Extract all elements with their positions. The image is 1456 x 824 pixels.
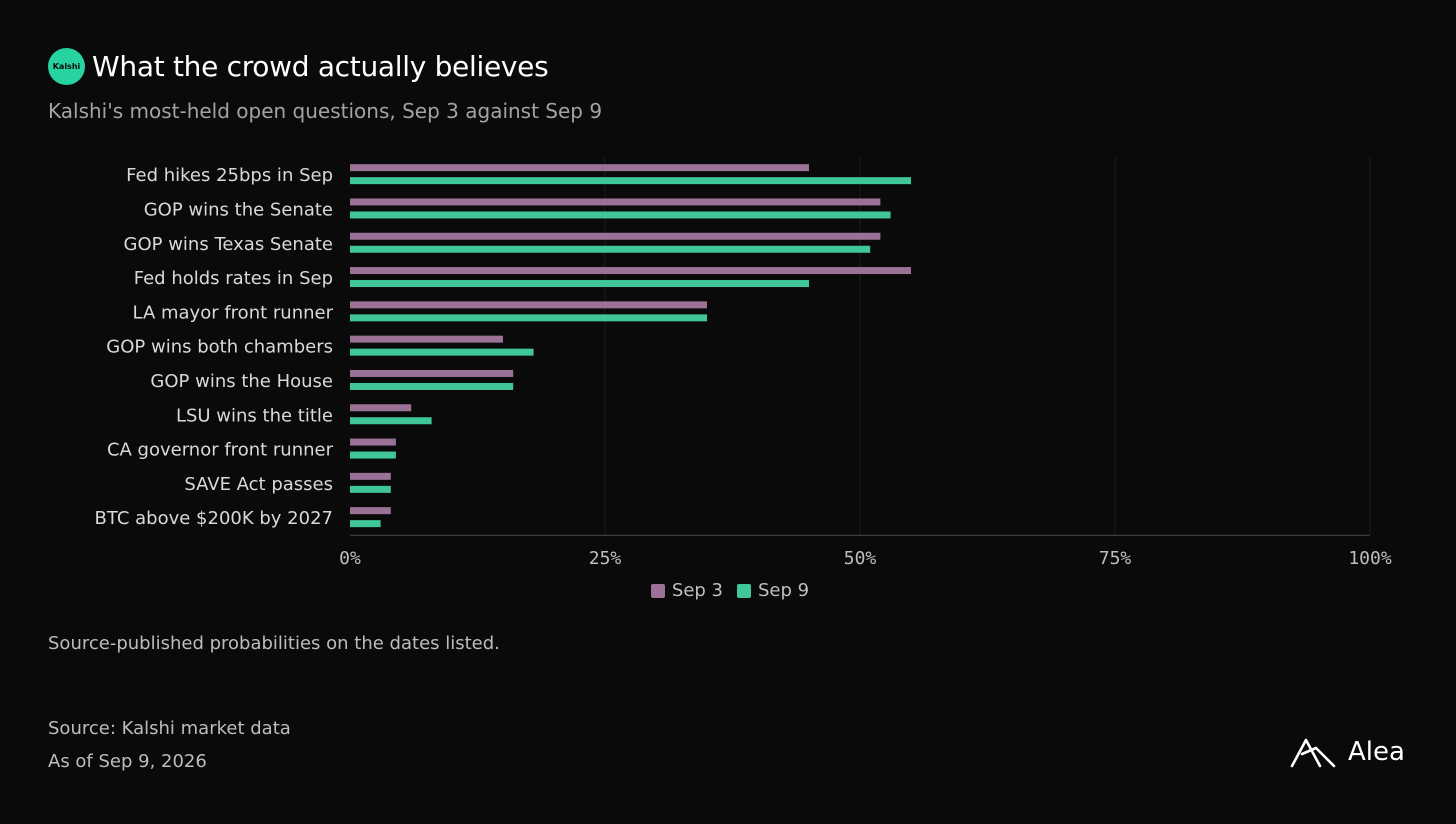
y-category-label: GOP wins the Senate (144, 199, 333, 220)
chart-title: What the crowd actually believes (92, 50, 549, 83)
source-text: Source: Kalshi market data (48, 718, 291, 739)
bar-sep3 (350, 164, 809, 172)
bar-sep9 (350, 280, 809, 288)
y-category-label: GOP wins Texas Senate (124, 234, 333, 255)
y-category-label: Fed holds rates in Sep (134, 268, 333, 289)
y-category-label: LA mayor front runner (133, 302, 334, 323)
x-tick-label: 100% (1348, 548, 1392, 569)
bar-sep9 (350, 245, 871, 253)
legend: Sep 3 Sep 9 (0, 580, 1456, 601)
bar-sep3 (350, 438, 396, 446)
legend-label-sep3: Sep 3 (671, 580, 723, 601)
bar-sep3 (350, 507, 391, 515)
bar-sep9 (350, 520, 381, 528)
bar-sep3 (350, 198, 881, 206)
bar-sep3 (350, 404, 412, 412)
bar-sep9 (350, 417, 432, 425)
bar-sep9 (350, 348, 534, 356)
bar-sep3 (350, 335, 503, 343)
bar-sep3 (350, 267, 911, 275)
y-category-label: LSU wins the title (176, 405, 333, 426)
brand: Alea (1290, 736, 1405, 768)
bar-sep3 (350, 369, 514, 377)
x-tick-label: 0% (339, 548, 361, 569)
chart-note: Source-published probabilities on the da… (48, 633, 500, 654)
alea-logo-icon (1290, 738, 1336, 768)
kalshi-logo: Kalshi (48, 48, 85, 85)
x-tick-label: 75% (1099, 548, 1132, 569)
bar-sep9 (350, 177, 911, 185)
footer: Source: Kalshi market data As of Sep 9, … (48, 712, 291, 778)
y-category-label: GOP wins both chambers (106, 337, 333, 358)
bar-sep9 (350, 451, 396, 459)
y-category-label: GOP wins the House (150, 371, 333, 392)
bar-chart: 0% 25% 50% 75% 100% Fed hikes 25bps in Sep GOP… (95, 157, 1392, 569)
legend-swatch-sep9 (737, 583, 751, 598)
chart-subtitle: Kalshi's most-held open questions, Sep 3… (48, 99, 603, 123)
legend-label-sep9: Sep 9 (758, 580, 810, 601)
y-category-label: SAVE Act passes (184, 474, 333, 495)
bar-sep3 (350, 472, 391, 480)
y-category-label: Fed hikes 25bps in Sep (126, 165, 333, 186)
y-category-label: BTC above $200K by 2027 (95, 508, 333, 529)
legend-item-sep3: Sep 3 (650, 580, 723, 601)
bar-sep3 (350, 232, 881, 240)
x-tick-label: 50% (844, 548, 877, 569)
bar-sep9 (350, 485, 391, 493)
x-tick-label: 25% (589, 548, 622, 569)
legend-swatch-sep3 (650, 583, 665, 598)
bar-sep3 (350, 301, 707, 309)
title-row: Kalshi What the crowd actually believes (48, 48, 602, 85)
y-category-label: CA governor front runner (107, 440, 334, 461)
header: Kalshi What the crowd actually believes … (48, 48, 602, 123)
bar-sep9 (350, 382, 514, 390)
brand-name: Alea (1348, 737, 1405, 767)
bar-sep9 (350, 314, 707, 322)
legend-item-sep9: Sep 9 (737, 580, 809, 601)
asof-text: As of Sep 9, 2026 (48, 751, 207, 772)
bar-sep9 (350, 211, 891, 219)
